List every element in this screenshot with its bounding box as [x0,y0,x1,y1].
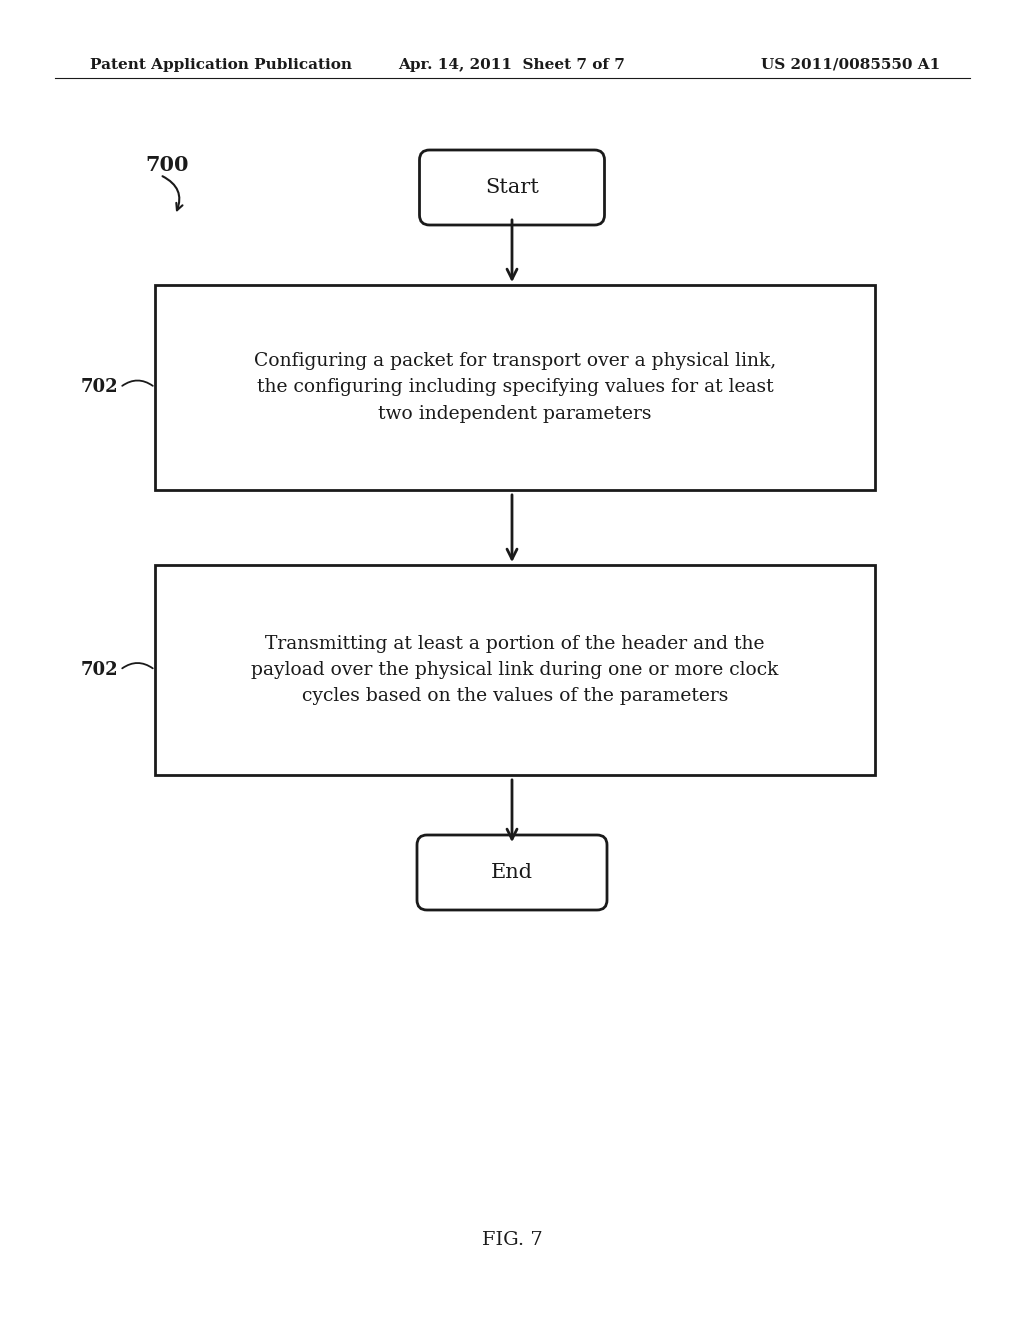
FancyBboxPatch shape [420,150,604,224]
Text: End: End [490,863,534,882]
Text: US 2011/0085550 A1: US 2011/0085550 A1 [761,58,940,73]
Text: 700: 700 [145,154,188,176]
Text: 702: 702 [80,379,118,396]
Text: Transmitting at least a portion of the header and the
payload over the physical : Transmitting at least a portion of the h… [251,635,778,705]
Text: FIG. 7: FIG. 7 [481,1232,543,1249]
FancyBboxPatch shape [155,285,874,490]
Text: Apr. 14, 2011  Sheet 7 of 7: Apr. 14, 2011 Sheet 7 of 7 [398,58,626,73]
Text: Patent Application Publication: Patent Application Publication [90,58,352,73]
FancyBboxPatch shape [155,565,874,775]
FancyBboxPatch shape [417,836,607,909]
Text: 702: 702 [80,661,118,678]
Text: Configuring a packet for transport over a physical link,
the configuring includi: Configuring a packet for transport over … [254,352,776,422]
Text: Start: Start [485,178,539,197]
